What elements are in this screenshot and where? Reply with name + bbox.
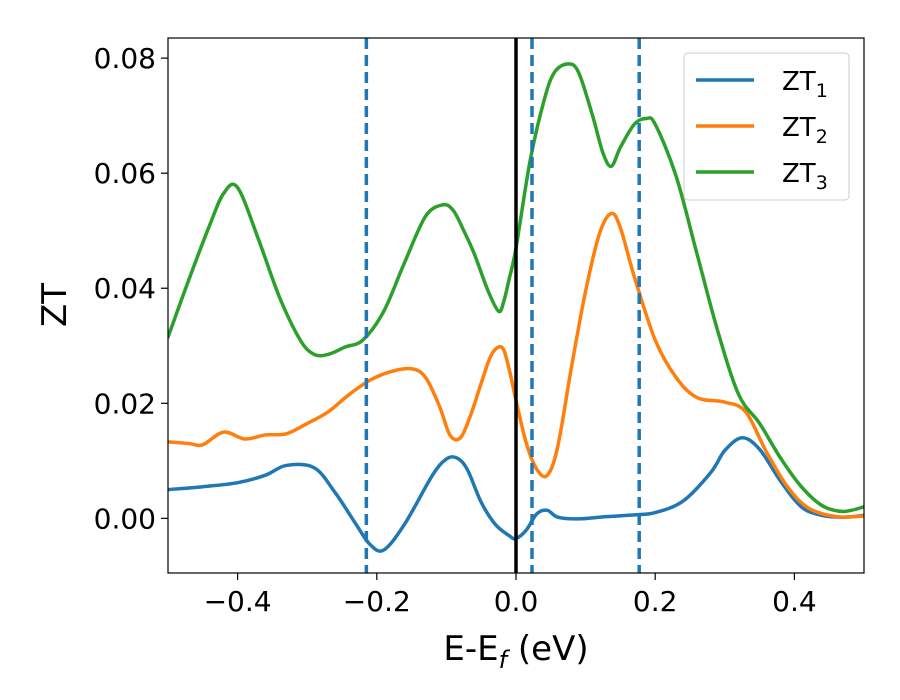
legend: ZT1 ZT2 ZT3 xyxy=(683,52,850,201)
y-tick-label: 0.06 xyxy=(94,157,156,190)
x-axis: −0.4 −0.2 0.0 0.2 0.4 xyxy=(204,573,817,618)
series-line-zt2 xyxy=(168,211,864,519)
legend-label-zt2: ZT2 xyxy=(782,113,828,148)
legend-label-zt3: ZT3 xyxy=(782,159,828,194)
legend-label-zt1: ZT1 xyxy=(782,67,828,102)
x-axis-label: E-Ef (eV) xyxy=(443,629,588,674)
y-tick-label: 0.04 xyxy=(94,272,156,305)
legend-box xyxy=(683,52,850,201)
x-tick-label: 0.2 xyxy=(633,585,678,618)
x-tick-label: −0.4 xyxy=(204,585,272,618)
x-axis-label-main: E-E xyxy=(443,629,498,669)
x-tick-label: 0.4 xyxy=(772,585,817,618)
y-tick-label: 0.00 xyxy=(94,502,156,535)
x-tick-label: 0.0 xyxy=(494,585,539,618)
y-axis-label: ZT xyxy=(35,283,75,327)
y-tick-label: 0.08 xyxy=(94,42,156,75)
x-axis-label-unit: (eV) xyxy=(507,629,589,669)
x-tick-label: −0.2 xyxy=(343,585,411,618)
y-tick-label: 0.02 xyxy=(94,387,156,420)
y-axis: 0.00 0.02 0.04 0.06 0.08 xyxy=(94,42,168,535)
plot-area xyxy=(168,38,864,573)
